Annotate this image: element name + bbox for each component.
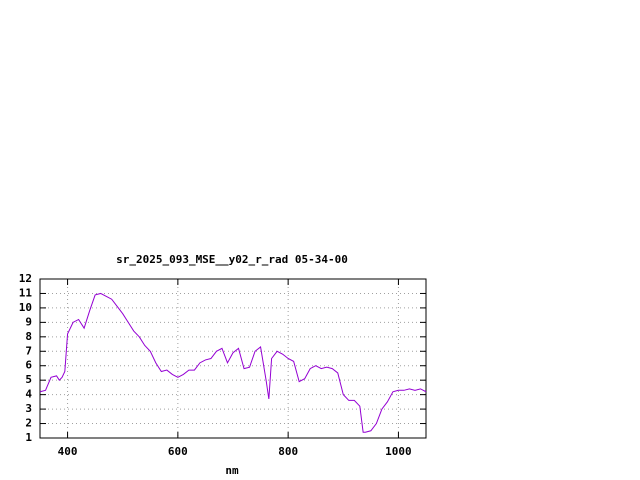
x-tick-label: 1000 (385, 445, 412, 458)
x-tick-label: 400 (58, 445, 78, 458)
y-tick-label: 2 (25, 417, 32, 430)
y-tick-label: 10 (19, 301, 32, 314)
data-line (39, 292, 427, 433)
y-tick-label: 12 (19, 272, 32, 285)
x-axis-label: nm (225, 464, 239, 477)
plot-border (39, 278, 427, 439)
y-tick-label: 6 (25, 359, 32, 372)
chart-title: sr_2025_093_MSE__y02_r_rad 05-34-00 (116, 253, 348, 266)
y-tick-label: 3 (25, 402, 32, 415)
y-tick-label: 11 (19, 286, 33, 299)
y-tick-label: 4 (25, 388, 32, 401)
y-tick-label: 9 (25, 315, 32, 328)
y-tick-label: 5 (25, 373, 32, 386)
y-tick-label: 7 (25, 344, 32, 357)
x-tick-label: 800 (278, 445, 298, 458)
y-tick-label: 8 (25, 330, 32, 343)
x-tick-label: 600 (168, 445, 188, 458)
y-tick-label: 1 (25, 431, 32, 444)
